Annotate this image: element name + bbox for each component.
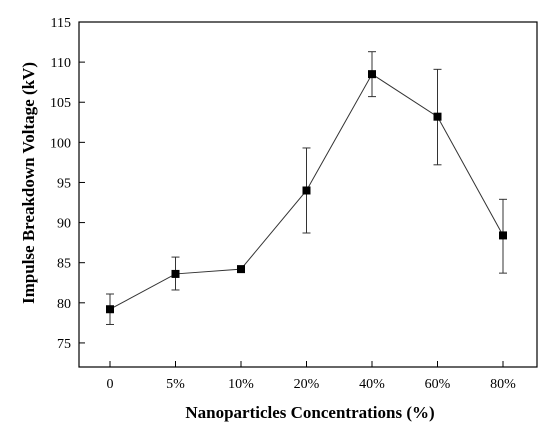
y-tick-label: 115 [51, 16, 71, 31]
y-tick-label: 75 [57, 337, 71, 352]
x-tick-label: 80% [490, 377, 516, 392]
x-tick-label: 10% [228, 377, 254, 392]
data-point [433, 112, 442, 121]
y-tick-label: 95 [57, 176, 71, 191]
x-tick-label: 0 [107, 377, 114, 392]
y-tick-label: 110 [51, 56, 71, 71]
y-tick-label: 80 [57, 297, 71, 312]
data-series [106, 51, 507, 325]
data-point [302, 186, 311, 195]
x-tick-label: 60% [425, 377, 451, 392]
data-point [171, 269, 180, 278]
y-axis-ticks: 75 80 85 90 95 100 105 110 115 [50, 16, 85, 352]
plot-frame [78, 21, 538, 368]
y-tick-label: 85 [57, 257, 71, 272]
y-tick-label: 100 [50, 136, 71, 151]
data-point [499, 231, 507, 240]
x-axis-title: Nanoparticles Concentrations (%) [185, 403, 434, 422]
x-tick-label: 20% [294, 377, 320, 392]
axes [78, 21, 538, 368]
x-axis-ticks: 0 5% 10% 20% 40% 60% 80% [107, 361, 516, 392]
data-point [106, 305, 114, 314]
y-tick-label: 90 [57, 217, 71, 232]
x-tick-label: 5% [166, 377, 185, 392]
data-point [368, 70, 376, 79]
x-tick-label: 40% [359, 377, 385, 392]
y-tick-label: 105 [50, 96, 71, 111]
y-axis-title: Impulse Breakdown Voltage (kV) [19, 62, 38, 304]
data-point [237, 265, 245, 274]
